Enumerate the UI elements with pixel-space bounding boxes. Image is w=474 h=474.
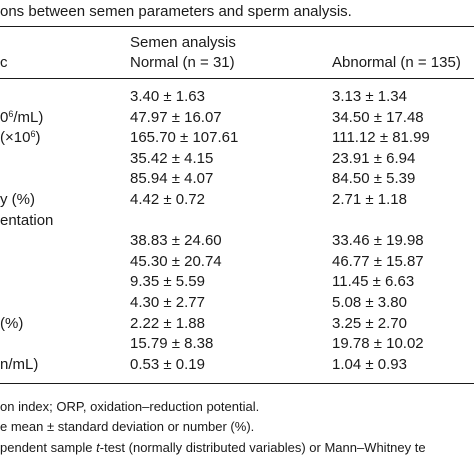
normal-value: 35.42 ± 4.15: [130, 150, 214, 167]
characteristic-header: c: [0, 54, 8, 71]
abnormal-value: 84.50 ± 5.39: [332, 170, 416, 187]
abnormal-value: 11.45 ± 6.63: [332, 273, 415, 290]
footnote-values: e mean ± standard deviation or number (%…: [0, 419, 255, 434]
row-label: (%): [0, 315, 24, 332]
row-label: n/mL): [0, 356, 39, 373]
row-label: 06/mL): [0, 109, 44, 126]
normal-value: 38.83 ± 24.60: [130, 232, 222, 249]
row-label: entation: [0, 212, 54, 229]
normal-value: 85.94 ± 4.07: [130, 170, 214, 187]
top-rule: [0, 26, 474, 27]
abnormal-value: 1.04 ± 0.93: [332, 356, 407, 373]
normal-value: 165.70 ± 107.61: [130, 129, 239, 146]
row-label: y (%): [0, 191, 35, 208]
abnormal-value: 5.08 ± 3.80: [332, 294, 407, 311]
normal-value: 0.53 ± 0.19: [130, 356, 205, 373]
abnormal-value: 23.91 ± 6.94: [332, 150, 416, 167]
normal-value: 4.30 ± 2.77: [130, 294, 205, 311]
abnormal-value: 3.25 ± 2.70: [332, 315, 407, 332]
header-rule: [0, 78, 474, 79]
abnormal-value: 33.46 ± 19.98: [332, 232, 424, 249]
abnormal-value: 34.50 ± 17.48: [332, 109, 424, 126]
normal-column-header: Normal (n = 31): [130, 54, 235, 71]
normal-value: 4.42 ± 0.72: [130, 191, 205, 208]
abnormal-value: 46.77 ± 15.87: [332, 253, 424, 270]
normal-value: 3.40 ± 1.63: [130, 88, 205, 105]
footnote-abbreviations: on index; ORP, oxidation–reduction poten…: [0, 399, 260, 414]
normal-value: 9.35 ± 5.59: [130, 273, 205, 290]
bottom-rule: [0, 383, 474, 384]
abnormal-value: 19.78 ± 10.02: [332, 335, 424, 352]
abnormal-value: 3.13 ± 1.34: [332, 88, 407, 105]
normal-value: 47.97 ± 16.07: [130, 109, 222, 126]
semen-analysis-header: Semen analysis: [130, 34, 236, 51]
row-label: (×106): [0, 129, 41, 146]
abnormal-column-header: Abnormal (n = 135): [332, 54, 461, 71]
abnormal-value: 111.12 ± 81.99: [332, 129, 430, 146]
normal-value: 15.79 ± 8.38: [130, 335, 214, 352]
normal-value: 45.30 ± 20.74: [130, 253, 222, 270]
normal-value: 2.22 ± 1.88: [130, 315, 205, 332]
table-caption: ons between semen parameters and sperm a…: [0, 3, 352, 20]
abnormal-value: 2.71 ± 1.18: [332, 191, 407, 208]
footnote-tests: pendent sample t-test (normally distribu…: [0, 440, 426, 455]
